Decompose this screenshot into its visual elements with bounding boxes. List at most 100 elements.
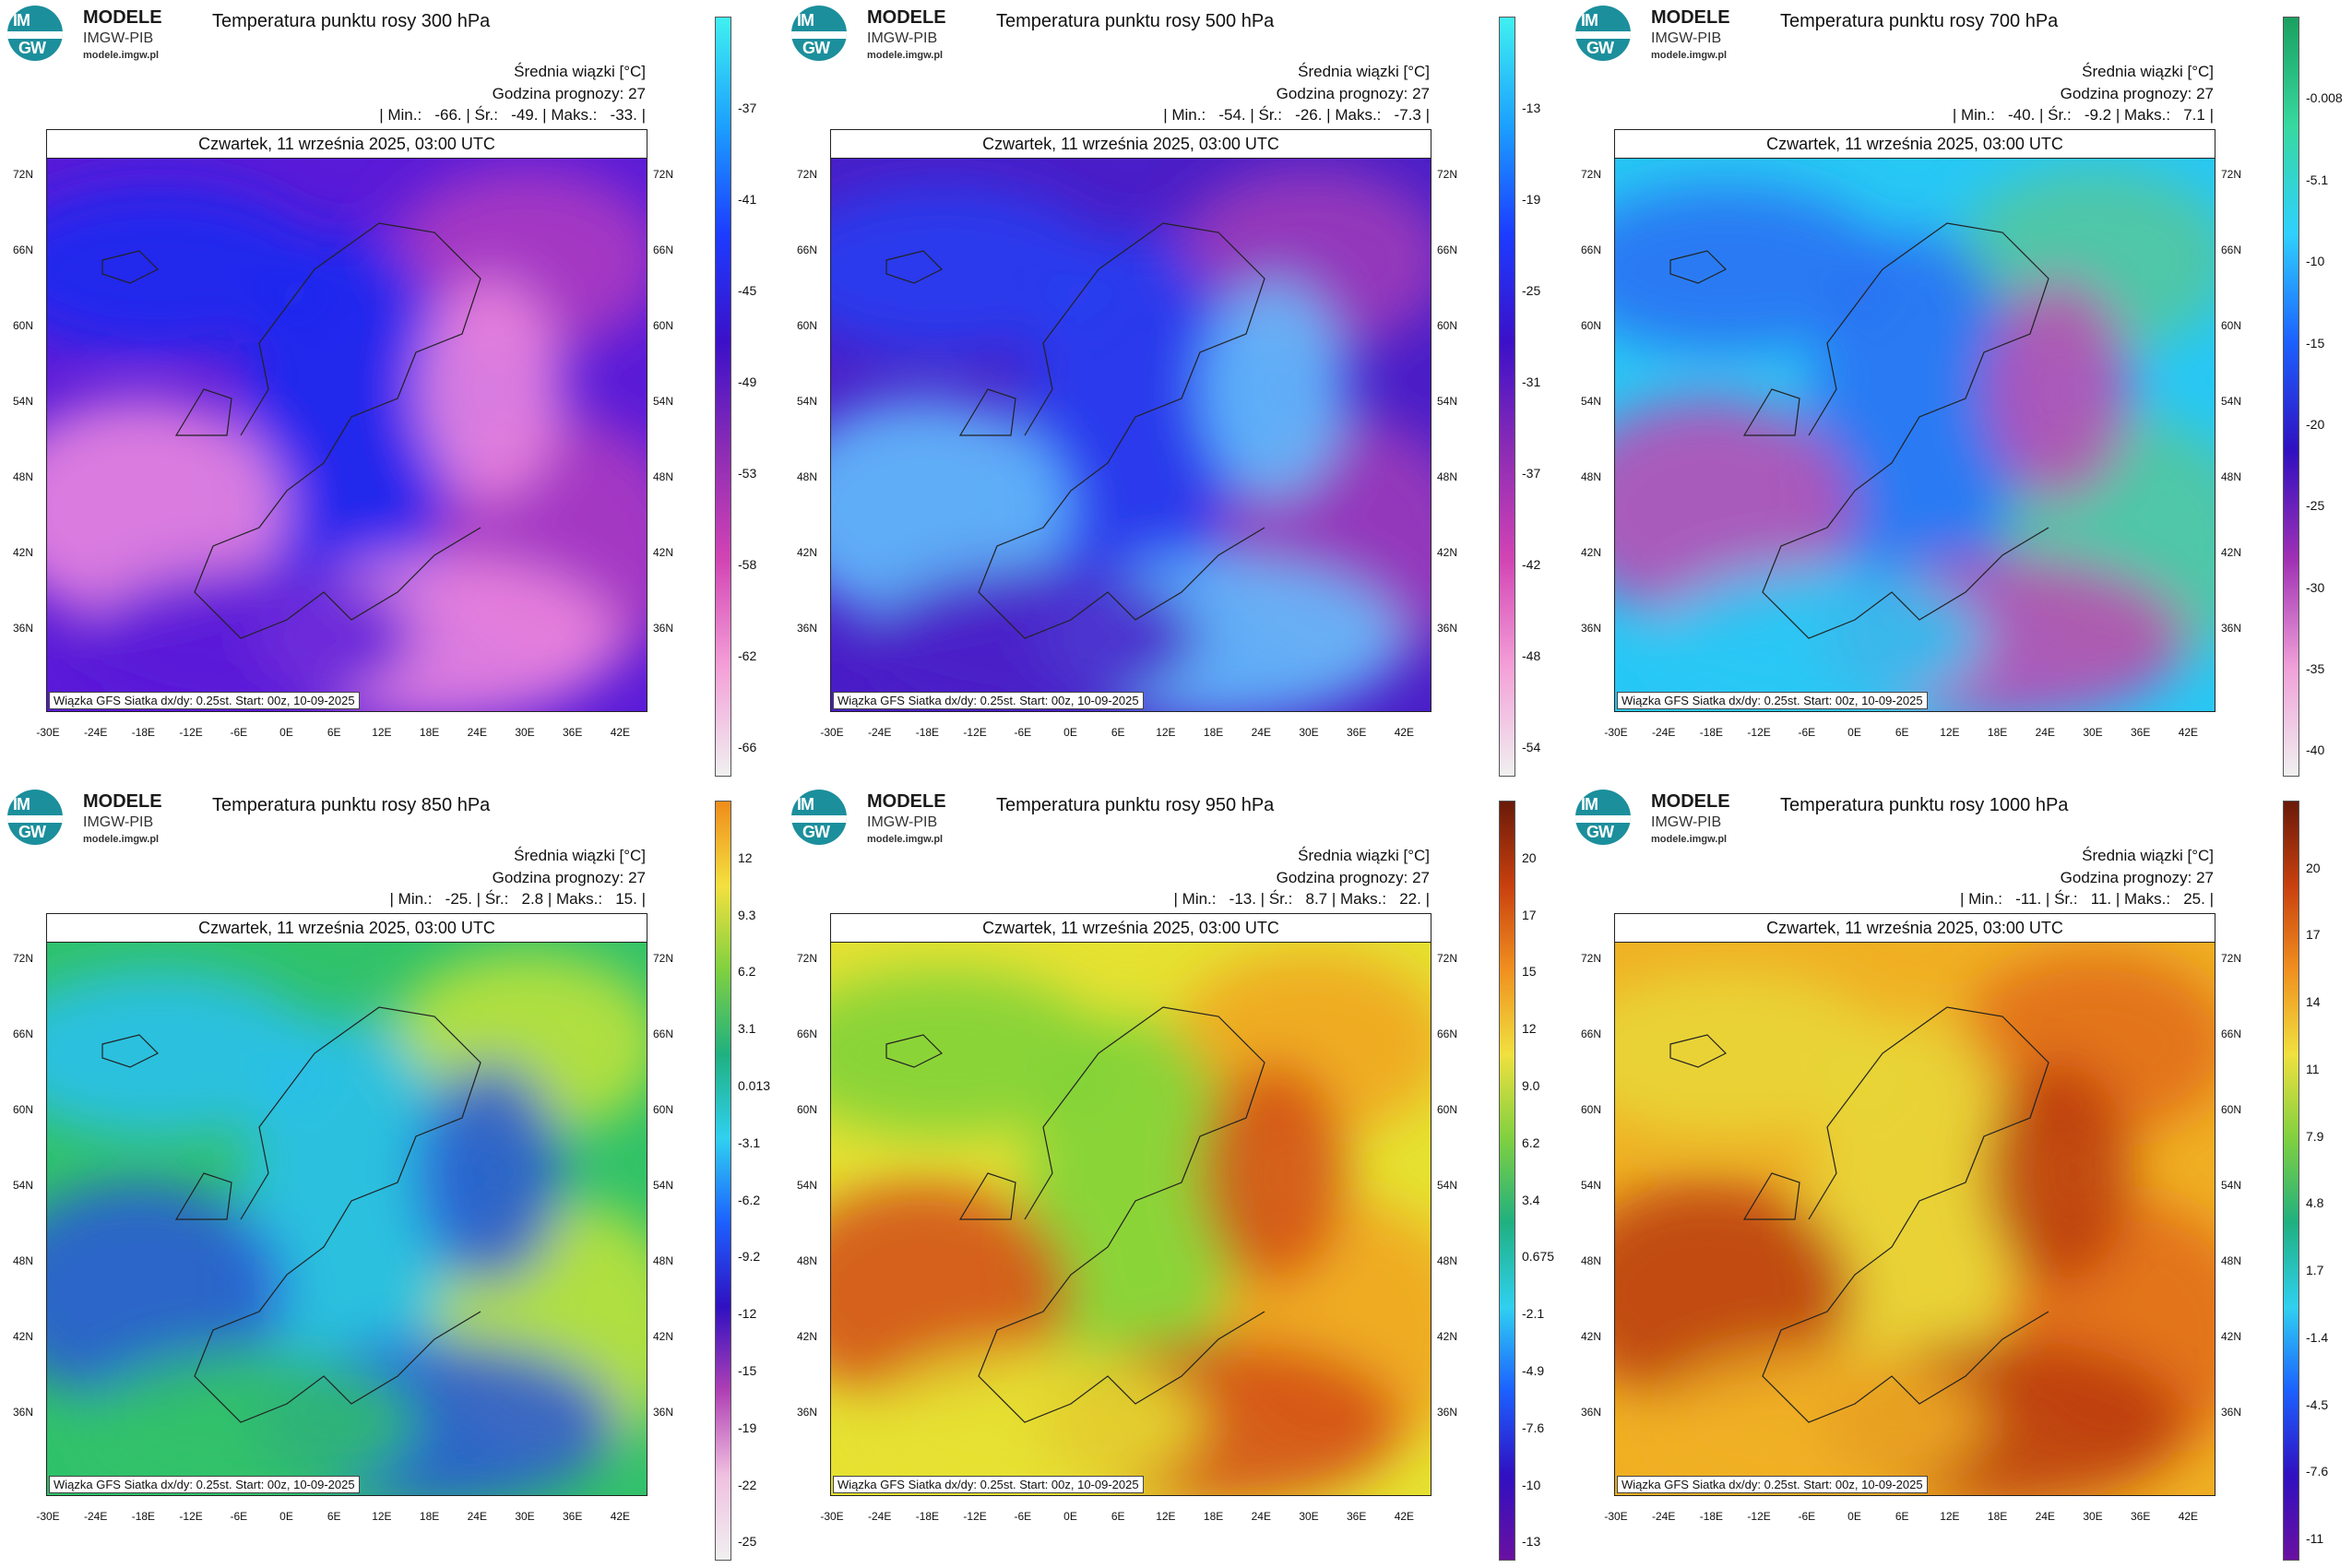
forecast-hour: Godzina prognozy: 27 — [492, 869, 646, 886]
lon-tick-label: 30E — [515, 726, 535, 739]
brand-org: IMGW-PIB — [867, 30, 938, 46]
colorbar-tick-label: -3.1 — [738, 1134, 761, 1150]
colorbar-tick-label: 15 — [1522, 964, 1537, 980]
lat-tick-label: 42N — [1581, 546, 1602, 559]
valid-date: Czwartek, 11 września 2025, 03:00 UTC — [831, 130, 1431, 159]
dewpoint-map[interactable]: Wiązka GFS Siatka dx/dy: 0.25st. Start: … — [1615, 943, 2215, 1495]
lat-tick-label: 54N — [653, 395, 674, 408]
map-field — [831, 159, 1431, 711]
brand-site: modele.imgw.pl — [1651, 834, 1728, 845]
lon-tick-label: 6E — [1895, 726, 1909, 739]
lat-tick-label: 48N — [13, 470, 34, 483]
colorbar-tick-label: 14 — [2306, 994, 2321, 1010]
lat-tick-label: 36N — [1581, 1406, 1602, 1419]
lat-tick-label: 36N — [1581, 622, 1602, 635]
lat-tick-label: 42N — [2221, 1330, 2242, 1343]
imgw-logo-icon[interactable]: IM GW — [1575, 6, 1631, 61]
lon-tick-label: 0E — [279, 1510, 293, 1523]
logo-text-top: IM — [1581, 795, 1598, 814]
dewpoint-map[interactable]: Wiązka GFS Siatka dx/dy: 0.25st. Start: … — [831, 159, 1431, 711]
colorbar-tick-label: -22 — [738, 1477, 757, 1492]
data-source-label: Wiązka GFS Siatka dx/dy: 0.25st. Start: … — [833, 1476, 1144, 1493]
lat-tick-label: 54N — [797, 1179, 818, 1192]
panel-meta: Średnia wiązki [°C] Godzina prognozy: 27 — [1277, 61, 1430, 105]
imgw-logo-icon[interactable]: IM GW — [7, 790, 63, 845]
forecast-panel-5: IM GW MODELE IMGW-PIB modele.imgw.pl Tem… — [784, 784, 1568, 1568]
colorbar-tick-label: 6.2 — [738, 964, 756, 980]
lon-tick-label: 30E — [515, 1510, 535, 1523]
forecast-panel-4: IM GW MODELE IMGW-PIB modele.imgw.pl Tem… — [0, 784, 784, 1568]
lat-tick-label: 72N — [1581, 168, 1602, 181]
colorbar-tick-label: -5.1 — [2306, 172, 2329, 187]
lon-tick-label: -18E — [131, 726, 156, 739]
colorbar-tick-label: 12 — [1522, 1021, 1537, 1037]
logo-text-top: IM — [1581, 11, 1598, 30]
lon-tick-label: -18E — [1699, 1510, 1724, 1523]
lat-tick-label: 66N — [2221, 1028, 2242, 1040]
brand-org: IMGW-PIB — [1651, 814, 1722, 830]
map-frame: Czwartek, 11 września 2025, 03:00 UTC Wi… — [1614, 913, 2215, 1496]
colorbar-tick-label: -20 — [2306, 416, 2325, 432]
colorbar-tick-label: -13 — [1522, 1534, 1541, 1550]
imgw-logo-icon[interactable]: IM GW — [791, 790, 847, 845]
dewpoint-map[interactable]: Wiązka GFS Siatka dx/dy: 0.25st. Start: … — [47, 159, 647, 711]
brand-block[interactable]: MODELE IMGW-PIB modele.imgw.pl — [867, 7, 946, 61]
forecast-hour: Godzina prognozy: 27 — [1276, 869, 1430, 886]
dewpoint-map[interactable]: Wiązka GFS Siatka dx/dy: 0.25st. Start: … — [47, 943, 647, 1495]
valid-date: Czwartek, 11 września 2025, 03:00 UTC — [47, 914, 647, 943]
brand-block[interactable]: MODELE IMGW-PIB modele.imgw.pl — [83, 7, 162, 61]
panel-title: Temperatura punktu rosy 950 hPa — [996, 795, 1275, 815]
lon-tick-label: -24E — [1652, 726, 1676, 739]
forecast-hour: Godzina prognozy: 27 — [2060, 85, 2214, 102]
dewpoint-map[interactable]: Wiązka GFS Siatka dx/dy: 0.25st. Start: … — [831, 943, 1431, 1495]
lon-tick-label: 36E — [1347, 1510, 1367, 1523]
coastline — [1669, 1006, 2049, 1423]
colorbar-tick-label: -10 — [1522, 1477, 1541, 1492]
panel-meta: Średnia wiązki [°C] Godzina prognozy: 27 — [1277, 845, 1430, 889]
colorbar-tick-label: -4.9 — [1522, 1363, 1545, 1379]
brand-block[interactable]: MODELE IMGW-PIB modele.imgw.pl — [867, 791, 946, 845]
map-field — [47, 943, 647, 1495]
stats-line: | Min.: -66. | Śr.: -49. | Maks.: -33. | — [379, 106, 646, 124]
brand-name: MODELE — [1651, 791, 1730, 812]
brand-block[interactable]: MODELE IMGW-PIB modele.imgw.pl — [1651, 7, 1730, 61]
valid-date: Czwartek, 11 września 2025, 03:00 UTC — [47, 130, 647, 159]
lat-tick-label: 48N — [1581, 1254, 1602, 1267]
stats-line: | Min.: -54. | Śr.: -26. | Maks.: -7.3 | — [1163, 106, 1430, 124]
colorbar-tick-label: -41 — [738, 192, 757, 208]
colorbar-tick-label: -40 — [2306, 742, 2325, 758]
lat-tick-label: 54N — [2221, 1179, 2242, 1192]
lon-tick-label: 12E — [372, 1510, 392, 1523]
valid-date: Czwartek, 11 września 2025, 03:00 UTC — [1615, 130, 2215, 159]
lat-tick-label: 36N — [13, 1406, 34, 1419]
data-source-label: Wiązka GFS Siatka dx/dy: 0.25st. Start: … — [1617, 692, 1928, 709]
imgw-logo-icon[interactable]: IM GW — [7, 6, 63, 61]
brand-block[interactable]: MODELE IMGW-PIB modele.imgw.pl — [1651, 791, 1730, 845]
panel-meta: Średnia wiązki [°C] Godzina prognozy: 27 — [493, 61, 646, 105]
imgw-logo-icon[interactable]: IM GW — [1575, 790, 1631, 845]
imgw-logo-icon[interactable]: IM GW — [791, 6, 847, 61]
colorbar-tick-label: 11 — [2306, 1061, 2320, 1076]
forecast-panel-3: IM GW MODELE IMGW-PIB modele.imgw.pl Tem… — [1568, 0, 2352, 784]
lat-tick-label: 72N — [13, 952, 34, 965]
lat-tick-label: 60N — [2221, 1103, 2242, 1116]
logo-text-bottom: GW — [1586, 39, 1614, 57]
colorbar-tick-label: -45 — [738, 283, 757, 299]
colorbar-tick-label: -13 — [1522, 101, 1541, 116]
lon-tick-label: 6E — [327, 726, 341, 739]
colorbar-tick-label: -25 — [1522, 283, 1541, 299]
colorbar-tick-label: 3.1 — [738, 1021, 756, 1037]
dewpoint-map[interactable]: Wiązka GFS Siatka dx/dy: 0.25st. Start: … — [1615, 159, 2215, 711]
lon-tick-label: 42E — [610, 1510, 631, 1523]
brand-block[interactable]: MODELE IMGW-PIB modele.imgw.pl — [83, 791, 162, 845]
lat-tick-label: 42N — [653, 1330, 674, 1343]
lon-tick-label: 24E — [467, 726, 487, 739]
lon-tick-label: 12E — [1940, 726, 1960, 739]
lat-tick-label: 42N — [13, 1330, 34, 1343]
lat-tick-label: 66N — [653, 244, 674, 256]
colorbar-tick-label: 12 — [738, 849, 753, 865]
brand-site: modele.imgw.pl — [867, 50, 944, 61]
lat-tick-label: 60N — [1581, 1103, 1602, 1116]
colorbar-tick-label: -2.1 — [1522, 1306, 1545, 1322]
lon-tick-label: 36E — [563, 1510, 583, 1523]
